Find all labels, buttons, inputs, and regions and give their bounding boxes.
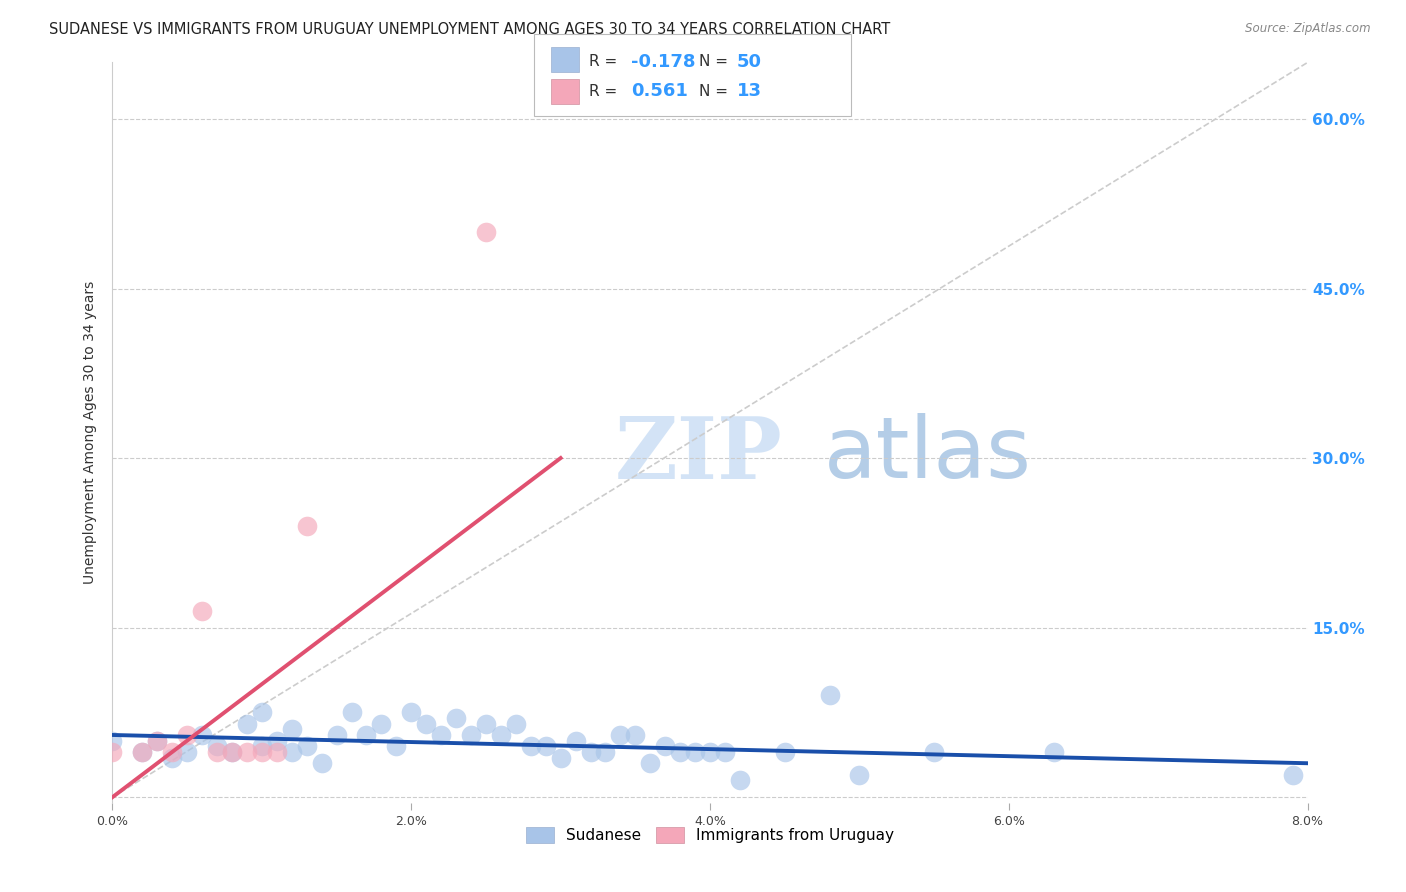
Point xyxy=(370,716,392,731)
Point xyxy=(191,728,214,742)
Point xyxy=(430,728,453,742)
Point xyxy=(162,750,183,764)
Point xyxy=(221,745,243,759)
Point xyxy=(162,745,183,759)
Point xyxy=(250,745,273,759)
Text: R =: R = xyxy=(589,54,623,70)
Text: ZIP: ZIP xyxy=(614,413,782,497)
Point xyxy=(131,745,153,759)
Point xyxy=(460,728,482,742)
Text: R =: R = xyxy=(589,84,623,98)
Point xyxy=(146,733,169,747)
Point xyxy=(281,745,304,759)
Point xyxy=(266,733,288,747)
Point xyxy=(714,745,737,759)
Point xyxy=(250,739,273,754)
Text: Source: ZipAtlas.com: Source: ZipAtlas.com xyxy=(1246,22,1371,36)
Point xyxy=(356,728,378,742)
Point xyxy=(579,745,602,759)
Text: atlas: atlas xyxy=(824,413,1032,496)
Point xyxy=(295,519,318,533)
Text: 0.561: 0.561 xyxy=(631,82,688,100)
Text: 50: 50 xyxy=(737,53,762,70)
Point xyxy=(922,745,945,759)
Point xyxy=(415,716,437,731)
Point xyxy=(475,716,498,731)
Point xyxy=(266,745,288,759)
Point xyxy=(699,745,721,759)
Point xyxy=(295,739,318,754)
Point xyxy=(595,745,617,759)
Point xyxy=(640,756,662,771)
Point xyxy=(385,739,408,754)
Point xyxy=(311,756,333,771)
Point xyxy=(176,745,198,759)
Point xyxy=(818,689,841,703)
Point xyxy=(848,767,870,781)
Point xyxy=(325,728,347,742)
Y-axis label: Unemployment Among Ages 30 to 34 years: Unemployment Among Ages 30 to 34 years xyxy=(83,281,97,584)
Point xyxy=(101,745,124,759)
Point xyxy=(205,745,228,759)
Point xyxy=(1042,745,1064,759)
Point xyxy=(205,739,228,754)
Point xyxy=(728,773,751,788)
Point xyxy=(444,711,467,725)
Point xyxy=(146,733,169,747)
Point xyxy=(654,739,676,754)
Text: SUDANESE VS IMMIGRANTS FROM URUGUAY UNEMPLOYMENT AMONG AGES 30 TO 34 YEARS CORRE: SUDANESE VS IMMIGRANTS FROM URUGUAY UNEM… xyxy=(49,22,890,37)
Text: 13: 13 xyxy=(737,82,762,100)
Point xyxy=(550,750,572,764)
Legend: Sudanese, Immigrants from Uruguay: Sudanese, Immigrants from Uruguay xyxy=(519,820,901,851)
Point xyxy=(131,745,153,759)
Point xyxy=(281,723,304,737)
Point xyxy=(1281,767,1303,781)
Point xyxy=(221,745,243,759)
Point xyxy=(101,733,124,747)
Point xyxy=(401,706,423,720)
Point xyxy=(236,716,259,731)
Text: N =: N = xyxy=(699,54,733,70)
Point xyxy=(773,745,796,759)
Point xyxy=(624,728,647,742)
Text: N =: N = xyxy=(699,84,733,98)
Point xyxy=(236,745,259,759)
Point xyxy=(505,716,527,731)
Point xyxy=(520,739,543,754)
Point xyxy=(475,225,498,239)
Point xyxy=(176,728,198,742)
Text: -0.178: -0.178 xyxy=(631,53,696,70)
Point xyxy=(534,739,557,754)
Point xyxy=(250,706,273,720)
Point xyxy=(564,733,586,747)
Point xyxy=(669,745,692,759)
Point xyxy=(683,745,706,759)
Point xyxy=(340,706,363,720)
Point xyxy=(489,728,512,742)
Point xyxy=(191,604,214,618)
Point xyxy=(609,728,631,742)
